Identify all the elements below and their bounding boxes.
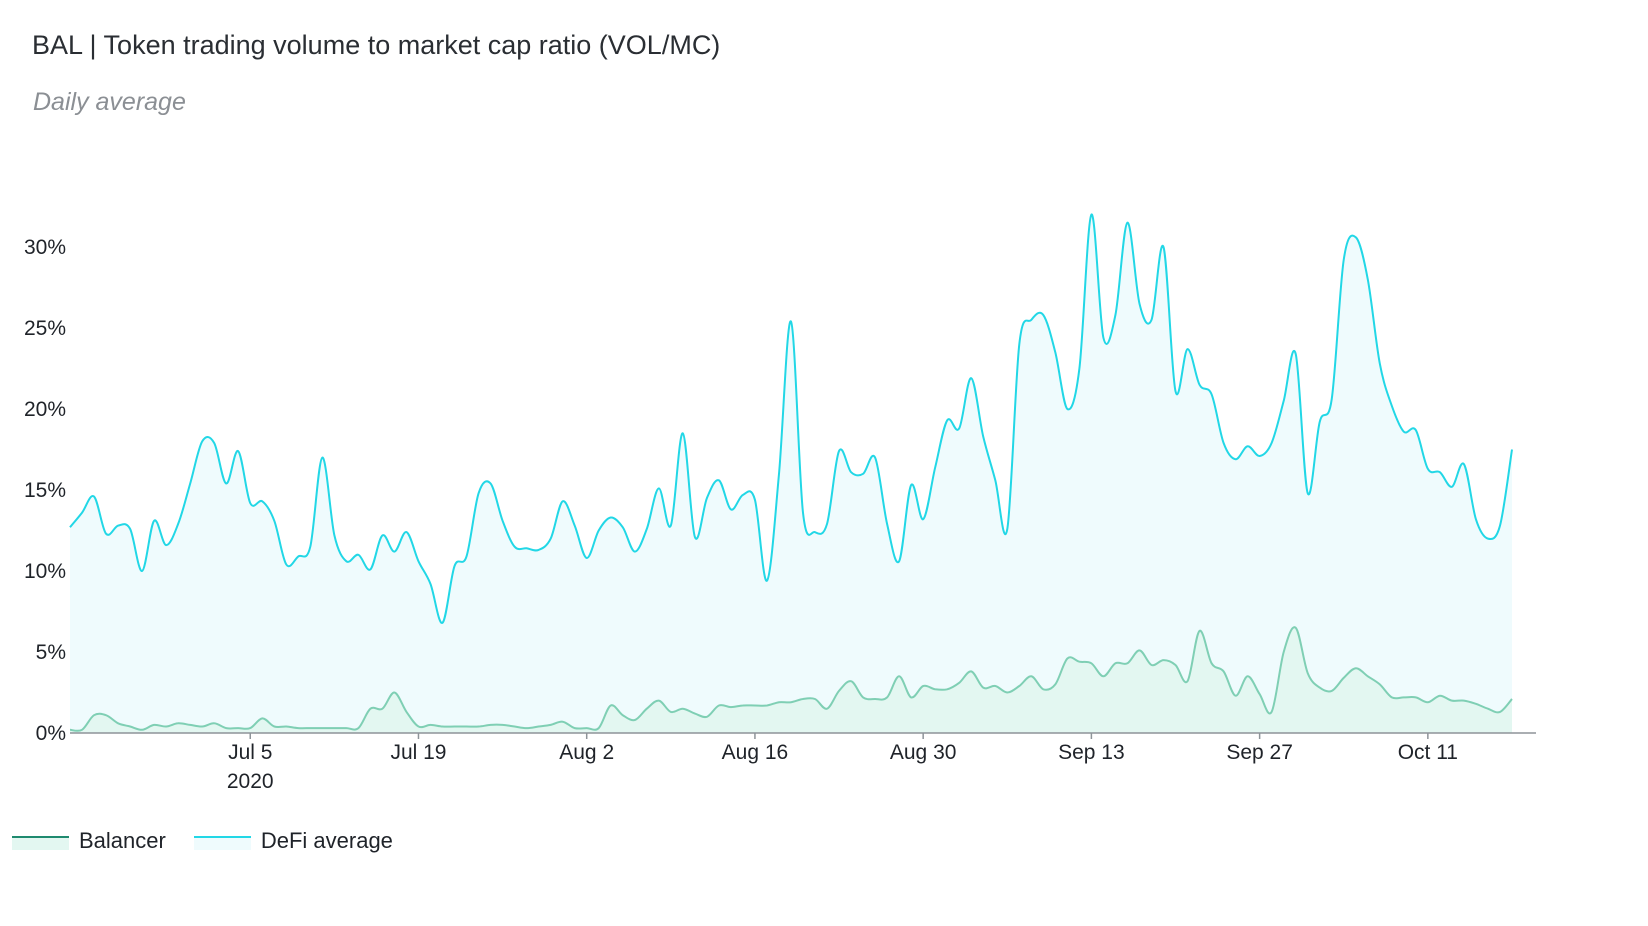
y-tick-label: 25% xyxy=(24,317,66,340)
x-tick-year-label: 2020 xyxy=(227,770,274,793)
y-axis: 0% 5% 10% 15% 20% 25% 30% xyxy=(24,236,66,745)
y-tick-label: 5% xyxy=(36,641,66,664)
y-tick-label: 10% xyxy=(24,560,66,583)
legend: Balancer DeFi average xyxy=(12,828,421,854)
chart-title: BAL | Token trading volume to market cap… xyxy=(32,30,721,60)
y-tick-label: 0% xyxy=(36,722,66,745)
legend-label-defi-average: DeFi average xyxy=(260,828,393,853)
x-tick-label: Sep 27 xyxy=(1226,741,1293,764)
series-area-defi-average xyxy=(70,214,1512,733)
legend-label-balancer: Balancer xyxy=(79,828,166,853)
chart-subtitle: Daily average xyxy=(33,88,186,116)
x-tick-label: Sep 13 xyxy=(1058,741,1125,764)
y-tick-label: 20% xyxy=(24,398,66,421)
series-line-defi-average[interactable] xyxy=(69,213,1513,624)
x-tick-label: Oct 11 xyxy=(1398,741,1458,764)
y-tick-label: 15% xyxy=(24,479,66,502)
x-tick-label: Aug 2 xyxy=(559,741,614,764)
series-areas xyxy=(70,214,1512,733)
x-axis: Jul 5 2020 Jul 19 Aug 2 Aug 16 Aug 30 Sep 13 Se… xyxy=(227,733,1458,793)
x-tick-label: Aug 16 xyxy=(722,741,789,764)
x-tick-label: Jul 19 xyxy=(390,741,446,764)
legend-swatch-defi-average xyxy=(193,836,251,850)
series-lines xyxy=(69,213,1513,732)
legend-swatch-balancer xyxy=(12,836,69,850)
legend-item-defi-average[interactable]: DeFi average xyxy=(193,828,393,854)
series-line-balancer[interactable] xyxy=(69,626,1513,732)
x-tick-label: Aug 30 xyxy=(890,741,957,764)
y-tick-label: 30% xyxy=(24,236,66,259)
legend-item-balancer[interactable]: Balancer xyxy=(12,828,166,854)
x-tick-label: Jul 5 xyxy=(228,741,272,764)
series-area-balancer xyxy=(70,627,1512,733)
